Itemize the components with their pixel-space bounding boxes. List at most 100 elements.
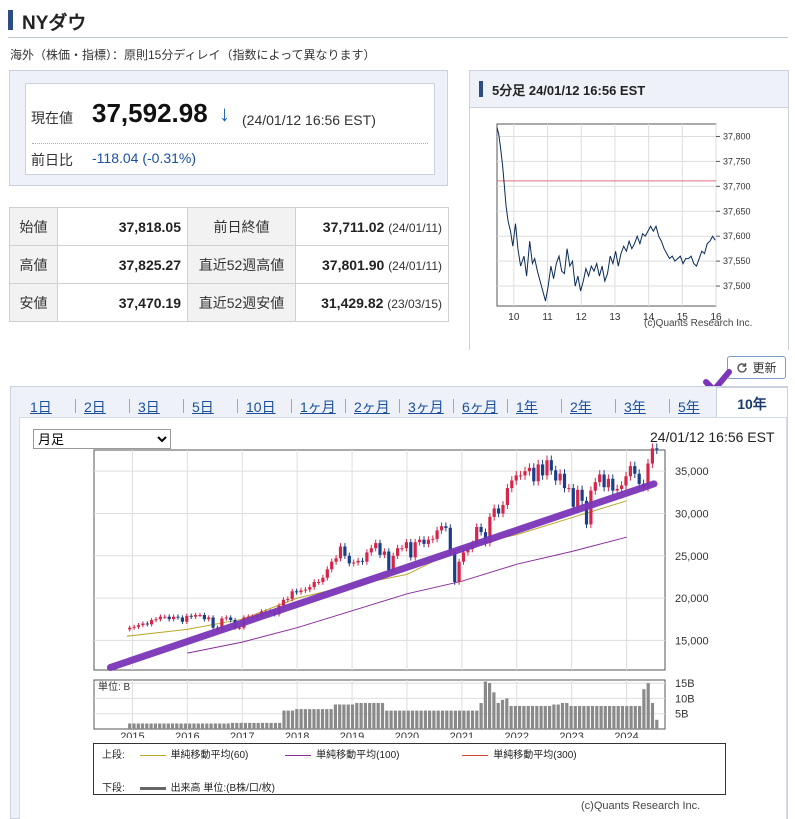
candle-body: [655, 448, 659, 450]
candle-body: [356, 560, 360, 563]
volume-bar: [560, 703, 565, 729]
tab-period[interactable]: 3ヶ月: [408, 399, 444, 415]
price-x-tick: 2022: [505, 731, 529, 738]
tab-period[interactable]: 1年: [516, 399, 538, 415]
tab-period[interactable]: 10日: [246, 399, 276, 415]
candle-body: [580, 489, 584, 501]
volume-bar: [128, 723, 132, 729]
legend-sma60-swatch: [139, 754, 166, 756]
volume-bar: [308, 709, 312, 729]
candle-body: [510, 480, 514, 489]
volume-bar: [342, 704, 346, 729]
tab-period[interactable]: 1日: [30, 399, 52, 415]
volume-bar: [286, 710, 290, 729]
legend-sma300: 単純移動平均(300): [493, 750, 577, 761]
chart-panel: 月足 24/01/12 16:56 EST 2015 2016 2017 2018 20…: [19, 417, 787, 819]
volume-bar: [440, 710, 445, 729]
volume-bar: [363, 703, 367, 729]
volume-bar: [170, 723, 175, 729]
volume-bar: [205, 723, 209, 729]
tab-period[interactable]: 3年: [624, 399, 646, 415]
volume-bar: [179, 723, 183, 729]
volume-unit-label: 単位: B: [98, 680, 131, 693]
intraday-x-tick: 15: [677, 312, 689, 323]
volume-bar: [209, 723, 213, 729]
candle-body: [646, 463, 650, 488]
candle-body: [132, 626, 136, 628]
candle-body: [444, 526, 448, 528]
candle-body: [422, 539, 426, 544]
volume-bar: [218, 723, 222, 729]
candle-body: [549, 460, 553, 471]
price-label: 現在値: [31, 110, 73, 126]
candle-body: [409, 542, 413, 558]
candle-body: [523, 471, 527, 476]
candle-body: [391, 555, 395, 571]
tab-period[interactable]: 3日: [138, 399, 160, 415]
main-credit: (c)Quants Research Inc.: [581, 800, 701, 812]
intraday-x-tick: 13: [609, 312, 621, 323]
volume-bar: [346, 704, 350, 729]
candle-body: [453, 552, 457, 582]
intraday-plot-area: [496, 123, 717, 307]
intraday-box: 5分足 24/01/12 16:56 EST 10 11 12 13 14 15 16 37,…: [469, 70, 789, 350]
legend-lower: 下段: 出来高 単位:(B株/口/枚): [102, 779, 275, 794]
candle-body: [541, 464, 545, 476]
refresh-button[interactable]: 更新: [727, 356, 786, 379]
candle-body: [628, 466, 632, 477]
candle-body: [637, 473, 641, 484]
candle-body: [382, 551, 386, 555]
candle-body: [615, 488, 619, 491]
tab-separator: [75, 399, 76, 413]
candle-body: [141, 623, 145, 626]
candle-body: [136, 625, 141, 627]
tab-separator: [453, 399, 454, 413]
tab-10y[interactable]: 10年: [716, 387, 788, 417]
tab-period[interactable]: 5年: [678, 399, 700, 415]
volume-bar: [385, 710, 389, 729]
price-y-tick: 30,000: [675, 508, 709, 520]
price-x-tick: 2023: [559, 731, 583, 738]
candle-body: [207, 617, 211, 620]
volume-y-tick: 15B: [675, 678, 695, 690]
price-y-tick: 35,000: [675, 466, 709, 478]
tab-period[interactable]: 1ヶ月: [300, 399, 336, 415]
tab-period[interactable]: 6ヶ月: [462, 399, 498, 415]
tab-period[interactable]: 2ヶ月: [354, 399, 390, 415]
volume-bar: [500, 699, 505, 729]
intraday-accent: [479, 81, 483, 97]
tab-period[interactable]: 2年: [570, 399, 592, 415]
tab-separator: [237, 399, 238, 413]
volume-bar: [518, 706, 522, 729]
volume-bar: [582, 706, 586, 729]
tab-period[interactable]: 2日: [84, 399, 106, 415]
intraday-y-tick: 37,500: [723, 281, 751, 291]
low52-value: 31,429.82 (23/03/15): [295, 283, 449, 322]
volume-bar: [590, 706, 595, 729]
volume-bar: [423, 710, 427, 729]
candle-body: [154, 619, 158, 621]
volume-bar: [389, 710, 393, 729]
candle-body: [505, 488, 509, 505]
candle-body: [413, 542, 417, 558]
candle-body: [369, 548, 373, 553]
volume-bar: [136, 723, 140, 729]
candle-body: [352, 562, 356, 564]
price-x-tick: 2017: [230, 731, 254, 738]
volume-bar: [535, 706, 539, 729]
volume-bar: [380, 703, 385, 729]
candle-body: [418, 539, 422, 543]
period-select[interactable]: 月足: [33, 429, 171, 449]
volume-bar: [132, 723, 136, 729]
tab-period[interactable]: 5日: [192, 399, 214, 415]
candle-body: [466, 549, 470, 553]
volume-bar: [629, 706, 633, 729]
volume-bar: [145, 723, 149, 729]
volume-bar: [333, 704, 337, 729]
volume-bar: [638, 706, 642, 729]
legend-sma100: 単純移動平均(100): [316, 750, 400, 761]
candle-body: [554, 470, 558, 481]
candle-body: [396, 548, 400, 556]
candle-body: [325, 569, 329, 578]
candle-body: [312, 582, 316, 588]
